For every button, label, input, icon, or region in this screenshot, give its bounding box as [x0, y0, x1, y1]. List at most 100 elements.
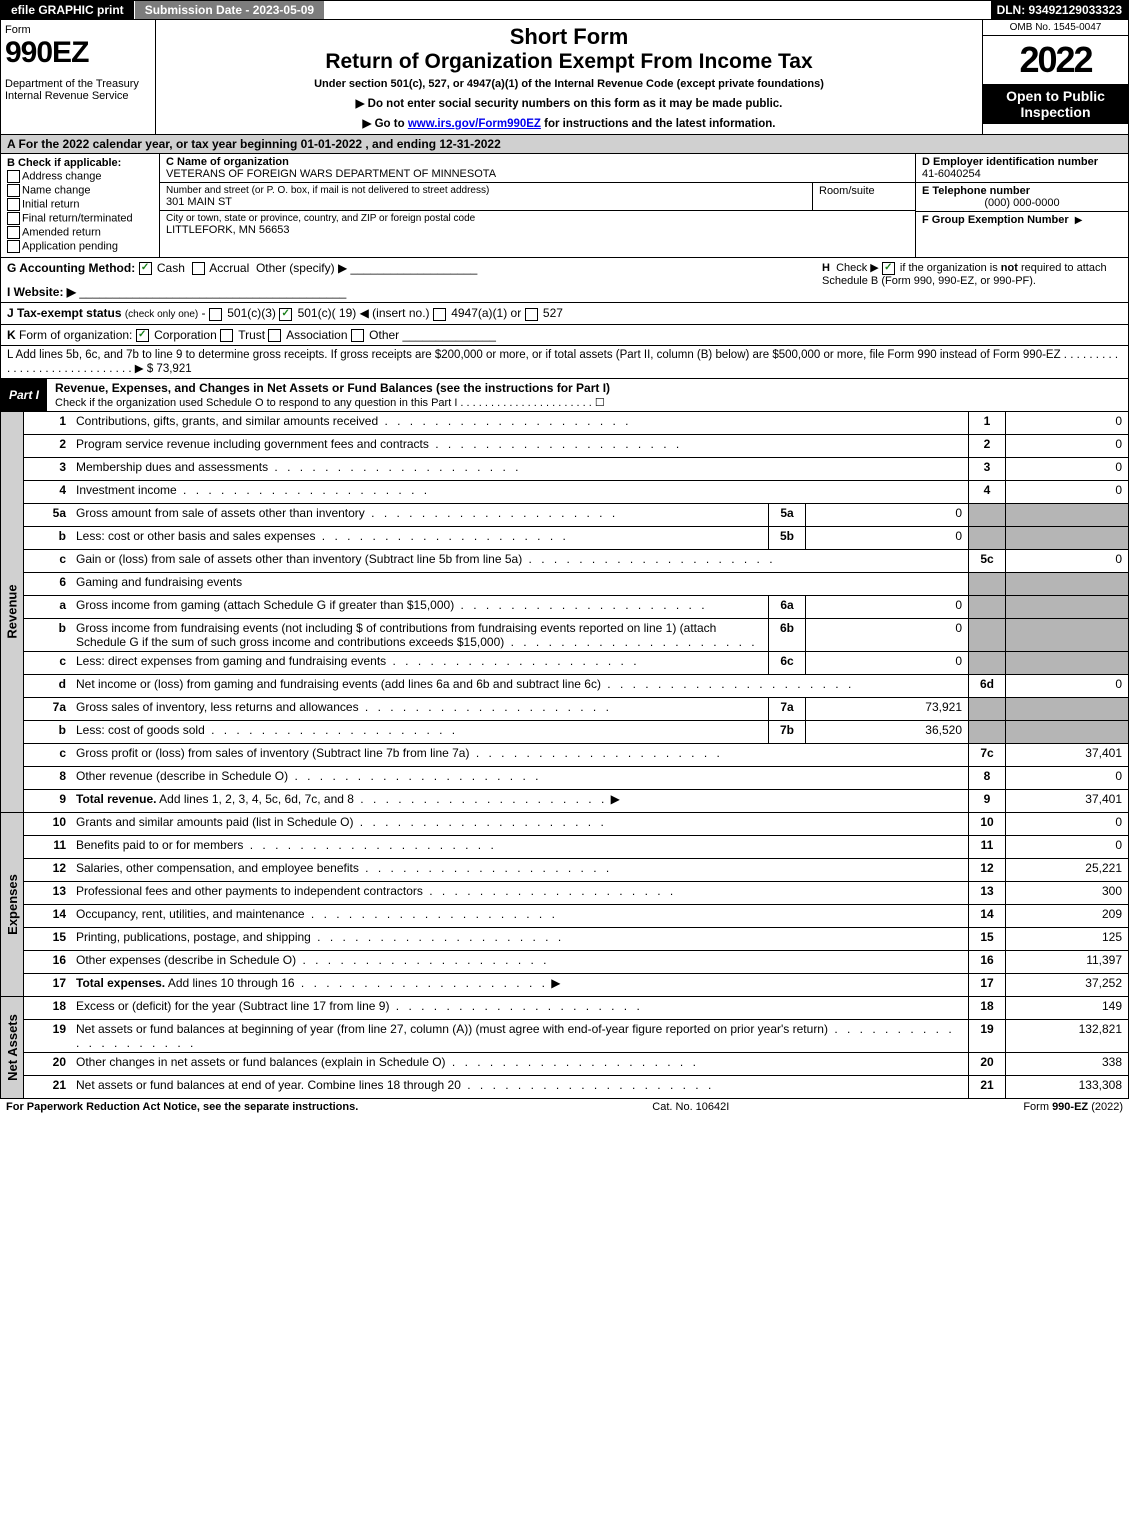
- line-desc: Gross income from gaming (attach Schedul…: [72, 596, 768, 618]
- sub-line-number: 6a: [769, 596, 806, 618]
- line-17: 17Total expenses. Add lines 10 through 1…: [24, 974, 1128, 996]
- box-b-title: B Check if applicable:: [7, 157, 153, 169]
- row-g-h: G Accounting Method: Cash Accrual Other …: [0, 258, 1129, 303]
- line-desc: Other changes in net assets or fund bala…: [72, 1053, 968, 1075]
- line-desc: Net assets or fund balances at beginning…: [72, 1020, 968, 1052]
- dln-label: DLN: 93492129033323: [991, 1, 1128, 19]
- sub-line-number: 5b: [769, 527, 806, 549]
- result-line-value: 0: [1006, 550, 1128, 572]
- chk-application-pending[interactable]: Application pending: [7, 240, 153, 253]
- chk-initial-return[interactable]: Initial return: [7, 198, 153, 211]
- chk-association[interactable]: [268, 329, 281, 342]
- line-2: 2Program service revenue including gover…: [24, 435, 1128, 458]
- chk-accrual[interactable]: [192, 262, 205, 275]
- line-number: 4: [24, 481, 72, 503]
- part1-tag: Part I: [1, 379, 47, 411]
- org-name: VETERANS OF FOREIGN WARS DEPARTMENT OF M…: [166, 168, 909, 180]
- netassets-table: Net Assets 18Excess or (deficit) for the…: [0, 997, 1129, 1099]
- result-line-value: [1006, 721, 1128, 743]
- line-desc: Gain or (loss) from sale of assets other…: [72, 550, 968, 572]
- line-desc: Gross amount from sale of assets other t…: [72, 504, 768, 526]
- line-desc: Total revenue. Add lines 1, 2, 3, 4, 5c,…: [72, 790, 968, 812]
- chk-corporation[interactable]: [136, 329, 149, 342]
- line-number: d: [24, 675, 72, 697]
- result-line-value: 0: [1006, 458, 1128, 480]
- result-line-value: [1006, 652, 1128, 674]
- result-line-number: 1: [968, 412, 1006, 434]
- chk-amended-return[interactable]: Amended return: [7, 226, 153, 239]
- chk-other-org[interactable]: [351, 329, 364, 342]
- chk-final-return[interactable]: Final return/terminated: [7, 212, 153, 225]
- row-a-tax-year: A For the 2022 calendar year, or tax yea…: [0, 135, 1129, 154]
- submission-date-button[interactable]: Submission Date - 2023-05-09: [135, 1, 325, 19]
- ein-value: 41-6040254: [922, 168, 1122, 180]
- result-line-value: 0: [1006, 767, 1128, 789]
- chk-address-change[interactable]: Address change: [7, 170, 153, 183]
- line-desc: Printing, publications, postage, and shi…: [72, 928, 968, 950]
- row-l: L Add lines 5b, 6c, and 7b to line 9 to …: [0, 346, 1129, 379]
- result-line-number: 5c: [968, 550, 1006, 572]
- line-number: 16: [24, 951, 72, 973]
- line-desc: Other revenue (describe in Schedule O): [72, 767, 968, 789]
- department-label: Department of the Treasury Internal Reve…: [5, 78, 151, 102]
- form-header: Form 990EZ Department of the Treasury In…: [0, 20, 1129, 135]
- sub-line-value: 36,520: [806, 721, 968, 743]
- phone-value: (000) 000-0000: [922, 197, 1122, 209]
- result-line-value: 149: [1006, 997, 1128, 1019]
- chk-501c[interactable]: [279, 308, 292, 321]
- city-state-zip: LITTLEFORK, MN 56653: [166, 224, 909, 236]
- line-number: 19: [24, 1020, 72, 1052]
- result-line-value: 132,821: [1006, 1020, 1128, 1052]
- line-6d: dNet income or (loss) from gaming and fu…: [24, 675, 1128, 698]
- line-number: 21: [24, 1076, 72, 1098]
- revenue-table: Revenue 1Contributions, gifts, grants, a…: [0, 412, 1129, 813]
- result-line-number: 12: [968, 859, 1006, 881]
- chk-cash[interactable]: [139, 262, 152, 275]
- line-number: 13: [24, 882, 72, 904]
- sub-line-number: 5a: [769, 504, 806, 526]
- line-desc: Benefits paid to or for members: [72, 836, 968, 858]
- line-6a: aGross income from gaming (attach Schedu…: [24, 596, 1128, 619]
- line-number: 1: [24, 412, 72, 434]
- line-number: 8: [24, 767, 72, 789]
- line-desc: Gross income from fundraising events (no…: [72, 619, 768, 651]
- irs-link[interactable]: www.irs.gov/Form990EZ: [408, 118, 541, 130]
- line-6b: bGross income from fundraising events (n…: [24, 619, 1128, 652]
- chk-501c3[interactable]: [209, 308, 222, 321]
- sub-line-value: 0: [806, 596, 968, 618]
- line-number: c: [24, 744, 72, 766]
- line-8: 8Other revenue (describe in Schedule O)8…: [24, 767, 1128, 790]
- line-number: 20: [24, 1053, 72, 1075]
- chk-4947[interactable]: [433, 308, 446, 321]
- chk-schedule-b[interactable]: [882, 262, 895, 275]
- form-word: Form: [5, 24, 151, 36]
- part1-check: Check if the organization used Schedule …: [55, 397, 605, 409]
- line-number: b: [24, 721, 72, 743]
- line-7b: bLess: cost of goods sold7b36,520: [24, 721, 1128, 744]
- result-line-value: 0: [1006, 412, 1128, 434]
- chk-527[interactable]: [525, 308, 538, 321]
- sub-line-value: 0: [806, 652, 968, 674]
- label-accounting-method: G Accounting Method:: [7, 261, 135, 275]
- line-number: 11: [24, 836, 72, 858]
- chk-trust[interactable]: [220, 329, 233, 342]
- side-revenue: Revenue: [1, 412, 24, 812]
- label-group-exemption: F Group Exemption Number: [922, 214, 1069, 226]
- result-line-number: [968, 504, 1006, 526]
- line-7c: cGross profit or (loss) from sales of in…: [24, 744, 1128, 767]
- chk-name-change[interactable]: Name change: [7, 184, 153, 197]
- line-1: 1Contributions, gifts, grants, and simil…: [24, 412, 1128, 435]
- line-number: 5a: [24, 504, 72, 526]
- result-line-number: 3: [968, 458, 1006, 480]
- line-desc: Other expenses (describe in Schedule O): [72, 951, 968, 973]
- result-line-number: 16: [968, 951, 1006, 973]
- line-5a: 5aGross amount from sale of assets other…: [24, 504, 1128, 527]
- result-line-number: 17: [968, 974, 1006, 996]
- label-ein: D Employer identification number: [922, 156, 1122, 168]
- line-12: 12Salaries, other compensation, and empl…: [24, 859, 1128, 882]
- line-desc: Occupancy, rent, utilities, and maintena…: [72, 905, 968, 927]
- result-line-value: [1006, 619, 1128, 651]
- line-number: 2: [24, 435, 72, 457]
- expenses-table: Expenses 10Grants and similar amounts pa…: [0, 813, 1129, 997]
- efile-print-button[interactable]: efile GRAPHIC print: [1, 1, 135, 19]
